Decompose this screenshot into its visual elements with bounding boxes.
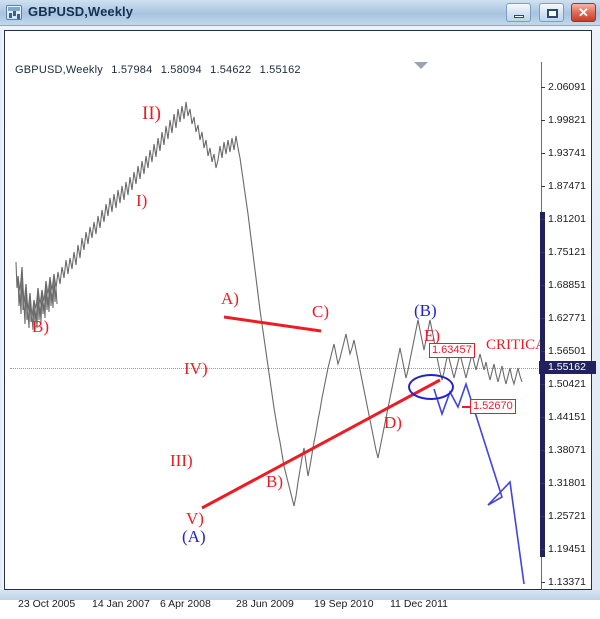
label-wave-e: E) [424, 326, 441, 345]
y-tick-label: 1.25721 [548, 510, 586, 522]
window-controls: ✕ [503, 3, 596, 23]
price-label-152670: 1.52670 [470, 399, 516, 414]
window-title: GBPUSD,Weekly [28, 4, 134, 19]
label-wave-iv: IV) [184, 359, 208, 378]
current-price-label: 1.55162 [539, 361, 596, 374]
y-tick-label: 1.93741 [548, 147, 586, 159]
y-tick-label: 1.68851 [548, 279, 586, 291]
maximize-button[interactable] [538, 3, 564, 22]
price-series [15, 101, 523, 507]
y-tick-label: 1.62771 [548, 312, 586, 324]
critical-zone-ellipse [408, 374, 454, 400]
y-tick-label: 1.56501 [548, 345, 586, 357]
window-titlebar: GBPUSD,Weekly ✕ [0, 0, 600, 26]
minimize-button[interactable] [506, 3, 532, 22]
label-wave-b-left: B) [32, 317, 49, 336]
y-tick-label: 2.06091 [548, 81, 586, 93]
chart-area[interactable]: GBPUSD,Weekly 1.57984 1.58094 1.54622 1.… [4, 30, 596, 610]
ohlc-low: 1.54622 [210, 64, 252, 76]
current-price-line [10, 368, 540, 369]
y-tick-label: 1.99821 [548, 114, 586, 126]
label-critical: CRITICAL [486, 337, 540, 353]
y-tick-label: 1.13371 [548, 576, 586, 588]
analysis-overlay [201, 315, 525, 585]
y-tick-label: 1.38071 [548, 444, 586, 456]
ohlc-readout: GBPUSD,Weekly 1.57984 1.58094 1.54622 1.… [15, 64, 306, 76]
price-axis[interactable]: 2.06091 1.99821 1.93741 1.87471 1.81201 … [539, 62, 597, 590]
y-tick-label: 1.81201 [548, 213, 586, 225]
y-tick-label: 1.75121 [548, 246, 586, 258]
price-plot[interactable]: B) I) II) III) IV) V) (A) A) B) C) D) E)… [10, 62, 540, 590]
chart-window-icon [6, 5, 22, 20]
label-wave-a: A) [221, 289, 239, 308]
ac-trendline [223, 315, 322, 333]
ohlc-symbol: GBPUSD,Weekly [15, 64, 103, 76]
ohlc-close: 1.55162 [259, 64, 301, 76]
status-bar [0, 590, 600, 600]
label-wave-b-cycle: (B) [414, 301, 437, 320]
period-separator-marker [414, 62, 428, 69]
ohlc-open: 1.57984 [111, 64, 153, 76]
close-icon: ✕ [578, 5, 589, 20]
projected-path [433, 381, 525, 585]
y-tick-label: 1.19451 [548, 543, 586, 555]
label-wave-iii: III) [170, 451, 193, 470]
price-label-leader [462, 406, 471, 408]
price-label-163457: 1.63457 [429, 343, 475, 358]
ohlc-high: 1.58094 [160, 64, 202, 76]
y-tick-label: 1.44151 [548, 411, 586, 423]
label-wave-c: C) [312, 302, 329, 321]
label-wave-a-cycle: (A) [182, 527, 206, 546]
label-wave-i: I) [136, 191, 148, 210]
label-wave-d: D) [384, 413, 402, 432]
y-tick-label: 1.87471 [548, 180, 586, 192]
label-wave-b: B) [266, 472, 283, 491]
support-trendline [201, 378, 441, 510]
label-wave-v: V) [186, 509, 204, 528]
y-tick-label: 1.50421 [548, 378, 586, 390]
label-wave-ii: II) [142, 103, 161, 124]
y-tick-label: 1.31801 [548, 477, 586, 489]
close-button[interactable]: ✕ [571, 3, 596, 22]
